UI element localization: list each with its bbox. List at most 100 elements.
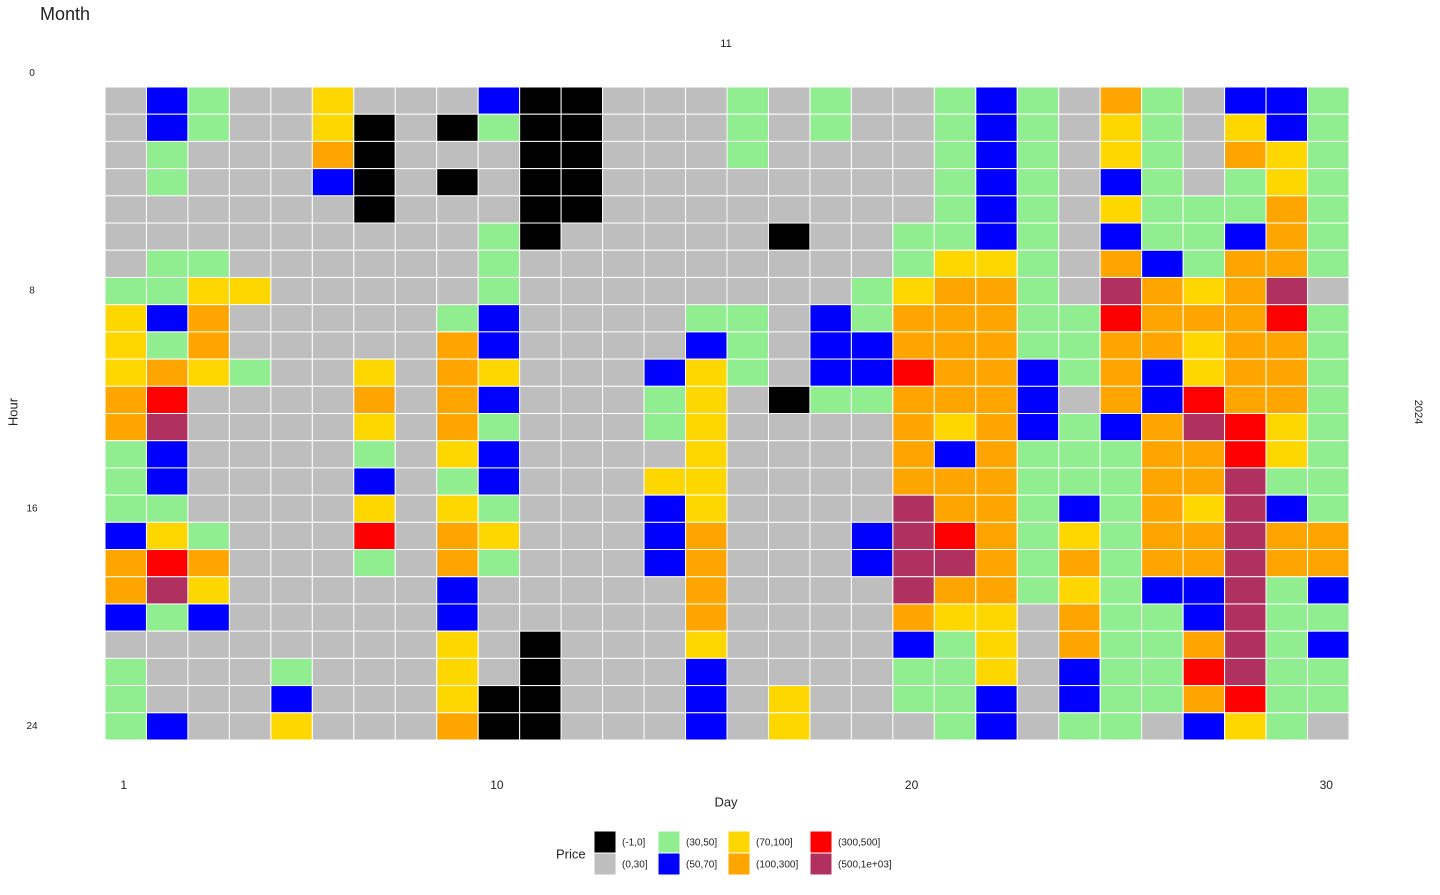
heatmap-cell — [685, 712, 728, 741]
heatmap-cell — [228, 630, 272, 659]
legend-swatch — [727, 830, 751, 854]
heatmap-cell — [1182, 249, 1226, 278]
heatmap-cell — [187, 86, 230, 115]
heatmap-cell — [519, 712, 562, 741]
heatmap-cell — [892, 304, 935, 333]
heatmap-cell — [436, 712, 479, 741]
heatmap-cell — [892, 385, 935, 414]
heatmap-cell — [1099, 467, 1143, 496]
heatmap-cell — [892, 685, 935, 714]
heatmap-cell — [187, 358, 230, 387]
heatmap-cell — [1141, 140, 1184, 170]
heatmap-cell — [685, 494, 728, 523]
heatmap-cell — [187, 413, 230, 442]
heatmap-cell — [1016, 440, 1060, 469]
heatmap-cell — [933, 222, 977, 251]
heatmap-cell — [1224, 657, 1267, 687]
heatmap-cell — [1307, 304, 1350, 333]
heatmap-cell — [933, 440, 977, 469]
heatmap-cell — [1224, 549, 1267, 578]
heatmap-cell — [1099, 549, 1143, 578]
heatmap-cell — [685, 86, 728, 115]
heatmap-cell — [1182, 222, 1226, 251]
heatmap-cell — [560, 249, 604, 278]
heatmap-cell — [1058, 576, 1101, 605]
heatmap-cell — [1099, 494, 1143, 523]
heatmap-cell — [850, 576, 894, 605]
heatmap-cell — [975, 331, 1018, 360]
heatmap-cell — [685, 630, 728, 659]
heatmap-cell — [1307, 195, 1350, 224]
heatmap-cell — [353, 304, 396, 333]
heatmap-cell — [436, 413, 479, 442]
heatmap-cell — [1307, 657, 1350, 687]
heatmap-cell — [1182, 168, 1226, 197]
heatmap-cell — [436, 113, 479, 142]
heatmap-cell — [1099, 712, 1143, 741]
heatmap-cell — [187, 712, 230, 741]
heatmap-cell — [145, 440, 189, 469]
heatmap-cell — [104, 358, 147, 387]
heatmap-cell — [560, 331, 604, 360]
heatmap-cell — [892, 413, 935, 442]
x-tick-label: 1 — [120, 778, 127, 792]
heatmap-cell — [892, 440, 935, 469]
y-tick-label: 24 — [26, 721, 38, 732]
heatmap-cell — [394, 113, 438, 142]
heatmap-cell — [436, 195, 479, 224]
heatmap-cell — [436, 358, 479, 387]
heatmap-cell — [685, 521, 728, 551]
heatmap-cell — [353, 276, 396, 306]
heatmap-cell — [1307, 630, 1350, 659]
heatmap-cell — [767, 331, 811, 360]
heatmap-cell — [1307, 521, 1350, 551]
heatmap-cell — [975, 712, 1018, 741]
heatmap-cell — [1058, 521, 1101, 551]
heatmap-cell — [145, 576, 189, 605]
heatmap-cell — [809, 657, 852, 687]
x-tick-label: 10 — [490, 778, 504, 792]
heatmap-cell — [1224, 86, 1267, 115]
heatmap-cell — [809, 630, 852, 659]
heatmap-cell — [477, 494, 521, 523]
heatmap-cell — [767, 249, 811, 278]
heatmap-cell — [850, 467, 894, 496]
heatmap-cell — [145, 195, 189, 224]
heatmap-cell — [1016, 630, 1060, 659]
heatmap-cell — [228, 140, 272, 170]
legend-title: Price — [556, 846, 586, 861]
heatmap-cell — [602, 685, 645, 714]
heatmap-cell — [809, 467, 852, 496]
heatmap-cell — [1307, 549, 1350, 578]
heatmap-cell — [187, 168, 230, 197]
heatmap-cell — [353, 113, 396, 142]
heatmap-cell — [726, 304, 769, 333]
heatmap-cell — [228, 576, 272, 605]
heatmap-cell — [311, 222, 355, 251]
heatmap-cell — [850, 249, 894, 278]
heatmap-cell — [1099, 86, 1143, 115]
heatmap-cell — [726, 385, 769, 414]
heatmap-cell — [892, 494, 935, 523]
heatmap-cell — [643, 576, 687, 605]
heatmap-cell — [104, 549, 147, 578]
heatmap-cell — [1058, 331, 1101, 360]
heatmap-cell — [1224, 467, 1267, 496]
heatmap-cell — [850, 358, 894, 387]
heatmap-cell — [104, 630, 147, 659]
legend-label: (0,30] — [622, 860, 648, 871]
heatmap-cell — [933, 521, 977, 551]
heatmap-cell — [187, 630, 230, 659]
heatmap-cell — [270, 385, 313, 414]
heatmap-cell — [270, 549, 313, 578]
heatmap-cell — [394, 140, 438, 170]
heatmap-cell — [643, 603, 687, 632]
heatmap-cell — [767, 276, 811, 306]
heatmap-cell — [1224, 521, 1267, 551]
heatmap-cell — [602, 86, 645, 115]
heatmap-cell — [187, 140, 230, 170]
heatmap-cell — [1307, 467, 1350, 496]
heatmap-cell — [602, 494, 645, 523]
heatmap-cell — [767, 168, 811, 197]
heatmap-cell — [892, 249, 935, 278]
